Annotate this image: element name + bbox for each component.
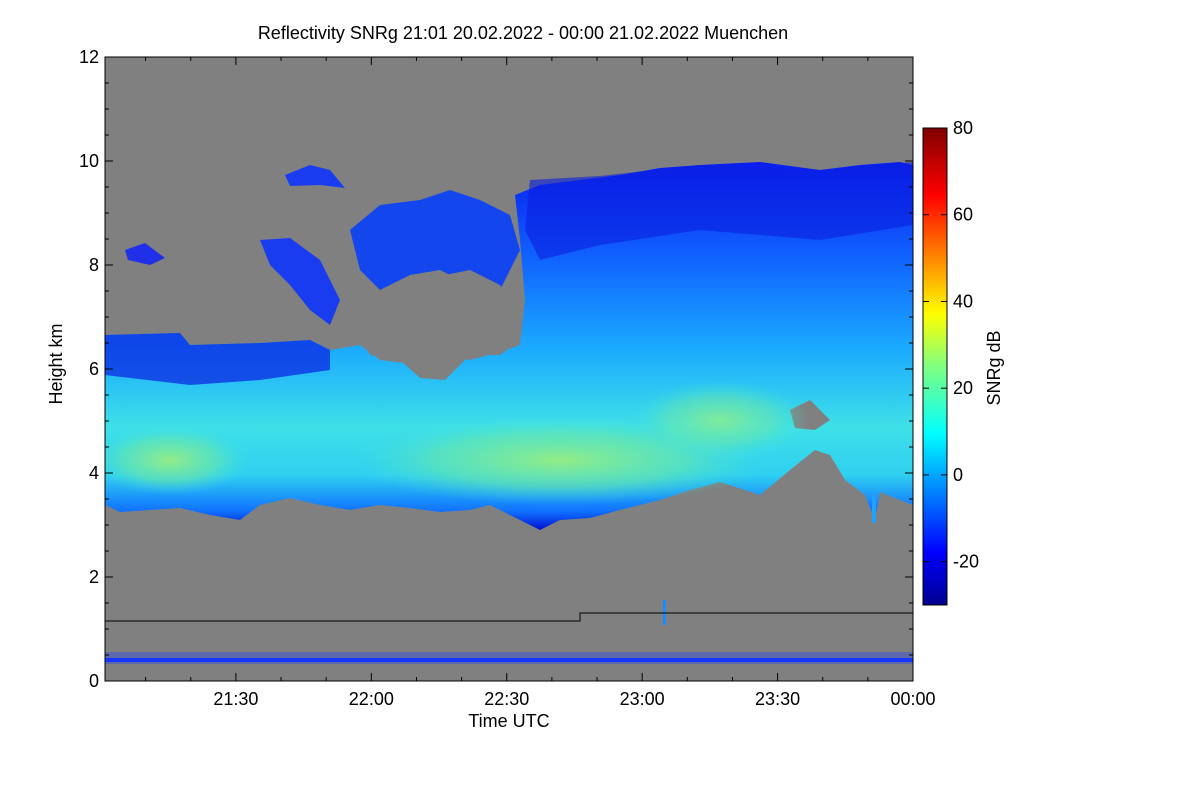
cirrus-patch xyxy=(350,190,520,290)
x-tick-label: 22:30 xyxy=(484,689,529,709)
colorbar-tick-label: -20 xyxy=(953,552,979,572)
low-level-noise xyxy=(105,652,913,664)
gap-region xyxy=(355,270,520,380)
cloud-top-band xyxy=(525,162,913,260)
y-tick-label: 2 xyxy=(89,567,99,587)
high-snr-core xyxy=(630,380,810,460)
colorbar-tick-label: 60 xyxy=(953,205,973,225)
y-tick-label: 10 xyxy=(79,151,99,171)
low-level-layer xyxy=(105,658,913,662)
y-tick-label: 8 xyxy=(89,255,99,275)
chart-title: Reflectivity SNRg 21:01 20.02.2022 - 00:… xyxy=(258,23,788,43)
y-tick-label: 4 xyxy=(89,463,99,483)
y-axis-label: Height km xyxy=(46,323,66,404)
axes: 0 2 4 6 8 10 12 21:30 22:00 22:30 23:00 23:30 00:00 xyxy=(79,47,936,709)
cloud-field xyxy=(105,162,913,664)
colorbar-tick-label: 80 xyxy=(953,118,973,138)
y-tick-label: 12 xyxy=(79,47,99,67)
colorbar-ticks: -20 0 20 40 60 80 xyxy=(923,118,979,572)
colorbar-label: SNRg dB xyxy=(984,330,1004,405)
colorbar-tick-label: 40 xyxy=(953,291,973,311)
x-axis-label: Time UTC xyxy=(468,711,549,731)
colorbar xyxy=(922,127,948,606)
y-tick-label: 0 xyxy=(89,671,99,691)
cloud-top-band xyxy=(105,333,330,385)
high-snr-core xyxy=(105,425,250,495)
y-tick-label: 6 xyxy=(89,359,99,379)
x-tick-label: 23:00 xyxy=(620,689,665,709)
x-tick-label: 21:30 xyxy=(213,689,258,709)
colorbar-tick-label: 20 xyxy=(953,378,973,398)
cirrus-patch xyxy=(260,238,340,325)
x-tick-label: 22:00 xyxy=(349,689,394,709)
reference-line xyxy=(105,612,913,622)
cirrus-patch xyxy=(125,243,165,265)
x-tick-label: 23:30 xyxy=(755,689,800,709)
colorbar-tick-label: 0 xyxy=(953,465,963,485)
spike xyxy=(872,495,876,523)
x-tick-label: 00:00 xyxy=(890,689,935,709)
cirrus-patch xyxy=(285,165,345,188)
